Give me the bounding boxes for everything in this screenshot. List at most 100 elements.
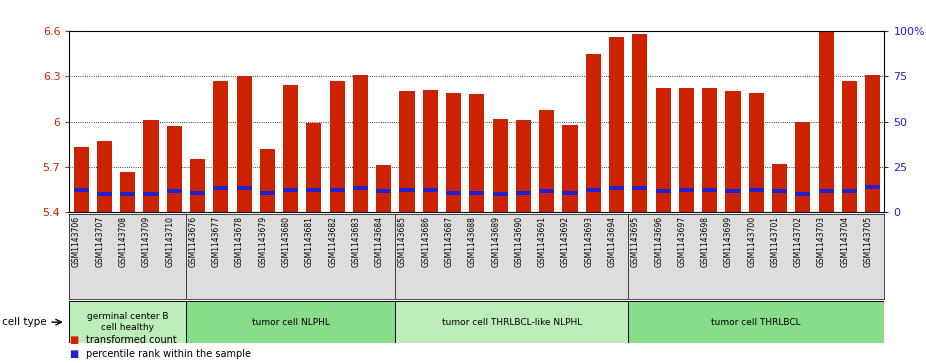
Bar xyxy=(632,186,647,190)
Bar xyxy=(353,186,368,190)
Bar xyxy=(469,94,484,212)
Bar xyxy=(395,301,628,343)
Text: percentile rank within the sample: percentile rank within the sample xyxy=(86,349,251,359)
Bar xyxy=(423,90,438,212)
Bar xyxy=(307,123,321,212)
Bar xyxy=(516,120,531,212)
Text: GSM1143698: GSM1143698 xyxy=(701,216,709,267)
Bar xyxy=(376,166,392,212)
Bar xyxy=(236,76,252,212)
Bar xyxy=(725,91,741,212)
Text: GSM1143684: GSM1143684 xyxy=(375,216,383,267)
Text: GSM1143692: GSM1143692 xyxy=(561,216,570,267)
Bar xyxy=(144,192,158,196)
Text: ■: ■ xyxy=(69,349,79,359)
Bar xyxy=(307,188,321,192)
Text: GSM1143691: GSM1143691 xyxy=(538,216,546,267)
Bar xyxy=(260,191,275,195)
Text: tumor cell THRLBCL: tumor cell THRLBCL xyxy=(711,318,801,327)
Bar xyxy=(213,186,229,190)
Bar xyxy=(330,188,344,192)
Text: cell type: cell type xyxy=(2,317,46,327)
Text: GSM1143706: GSM1143706 xyxy=(72,216,81,267)
Text: GSM1143699: GSM1143699 xyxy=(724,216,733,267)
Bar xyxy=(819,16,833,212)
Text: GSM1143680: GSM1143680 xyxy=(282,216,291,267)
Bar xyxy=(539,189,555,193)
Bar xyxy=(725,189,741,193)
Bar xyxy=(73,147,89,212)
Bar xyxy=(609,37,624,212)
Text: GSM1143708: GSM1143708 xyxy=(119,216,128,267)
Text: GSM1143676: GSM1143676 xyxy=(189,216,197,267)
Bar xyxy=(97,141,112,212)
Text: germinal center B
cell healthy: germinal center B cell healthy xyxy=(87,313,169,332)
Bar xyxy=(69,301,186,343)
Bar xyxy=(632,34,647,212)
Bar xyxy=(190,159,205,212)
Bar xyxy=(819,189,833,193)
Text: GSM1143695: GSM1143695 xyxy=(631,216,640,267)
Bar xyxy=(423,188,438,192)
Text: tumor cell NLPHL: tumor cell NLPHL xyxy=(252,318,330,327)
Bar xyxy=(376,189,392,193)
Text: GSM1143683: GSM1143683 xyxy=(352,216,360,267)
Bar xyxy=(399,188,415,192)
Bar xyxy=(97,192,112,196)
Text: GSM1143702: GSM1143702 xyxy=(794,216,803,267)
Bar xyxy=(795,192,810,196)
Text: GSM1143685: GSM1143685 xyxy=(398,216,407,267)
Bar xyxy=(167,126,181,212)
Bar xyxy=(399,91,415,212)
Text: GSM1143694: GSM1143694 xyxy=(607,216,617,267)
Text: ■: ■ xyxy=(69,335,79,345)
Bar xyxy=(586,188,601,192)
Text: GSM1143707: GSM1143707 xyxy=(95,216,105,267)
Bar xyxy=(586,53,601,212)
Text: GSM1143710: GSM1143710 xyxy=(165,216,174,267)
Text: GSM1143677: GSM1143677 xyxy=(212,216,220,267)
Bar xyxy=(469,191,484,195)
Bar xyxy=(516,191,531,195)
Bar xyxy=(186,301,395,343)
Bar xyxy=(283,188,298,192)
Bar xyxy=(628,301,884,343)
Text: GSM1143697: GSM1143697 xyxy=(678,216,686,267)
Bar xyxy=(562,191,578,195)
Bar xyxy=(260,149,275,212)
Bar xyxy=(562,125,578,212)
Bar xyxy=(772,164,787,212)
Text: GSM1143689: GSM1143689 xyxy=(491,216,500,267)
Bar xyxy=(120,172,135,212)
Bar xyxy=(702,188,718,192)
Bar xyxy=(865,185,881,188)
Bar xyxy=(283,85,298,212)
Bar xyxy=(702,88,718,212)
Text: GSM1143703: GSM1143703 xyxy=(817,216,826,267)
Text: GSM1143696: GSM1143696 xyxy=(654,216,663,267)
Text: GSM1143678: GSM1143678 xyxy=(235,216,244,267)
Text: GSM1143682: GSM1143682 xyxy=(328,216,337,267)
Bar xyxy=(353,75,368,212)
Bar xyxy=(656,88,670,212)
Bar xyxy=(679,188,694,192)
Bar xyxy=(842,189,857,193)
Text: GSM1143681: GSM1143681 xyxy=(305,216,314,267)
Text: GSM1143679: GSM1143679 xyxy=(258,216,268,267)
Bar xyxy=(167,189,181,193)
Text: GSM1143700: GSM1143700 xyxy=(747,216,757,267)
Bar xyxy=(842,81,857,212)
Bar xyxy=(679,88,694,212)
Bar xyxy=(213,81,229,212)
Bar xyxy=(446,93,461,212)
Text: GSM1143704: GSM1143704 xyxy=(841,216,849,267)
Text: tumor cell THRLBCL-like NLPHL: tumor cell THRLBCL-like NLPHL xyxy=(442,318,582,327)
Text: GSM1143687: GSM1143687 xyxy=(444,216,454,267)
Bar xyxy=(749,93,764,212)
Bar xyxy=(749,188,764,192)
Text: GSM1143709: GSM1143709 xyxy=(142,216,151,267)
Text: GSM1143686: GSM1143686 xyxy=(421,216,431,267)
Text: GSM1143705: GSM1143705 xyxy=(864,216,872,267)
Bar xyxy=(865,75,881,212)
Text: transformed count: transformed count xyxy=(86,335,177,345)
